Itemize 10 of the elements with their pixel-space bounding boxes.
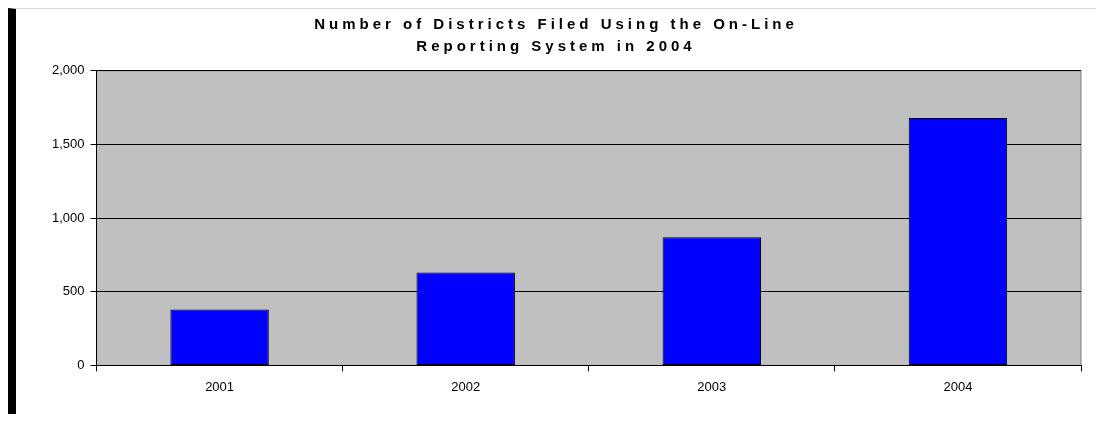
- x-tick-label: 2002: [451, 378, 481, 394]
- x-tick-label: 2001: [205, 378, 235, 394]
- y-tick-label: 1,500: [51, 136, 85, 152]
- y-tick-label: 2,000: [51, 62, 85, 78]
- y-tick-label: 0: [77, 356, 85, 372]
- x-tick-label: 2004: [943, 378, 973, 394]
- chart-title: Number of Districts Filed Using the On-Line Reporting System in 2004: [313, 14, 799, 56]
- x-tick-label: 2003: [697, 378, 727, 394]
- y-tick-label: 500: [62, 283, 85, 299]
- y-tick-label: 1,000: [51, 209, 85, 225]
